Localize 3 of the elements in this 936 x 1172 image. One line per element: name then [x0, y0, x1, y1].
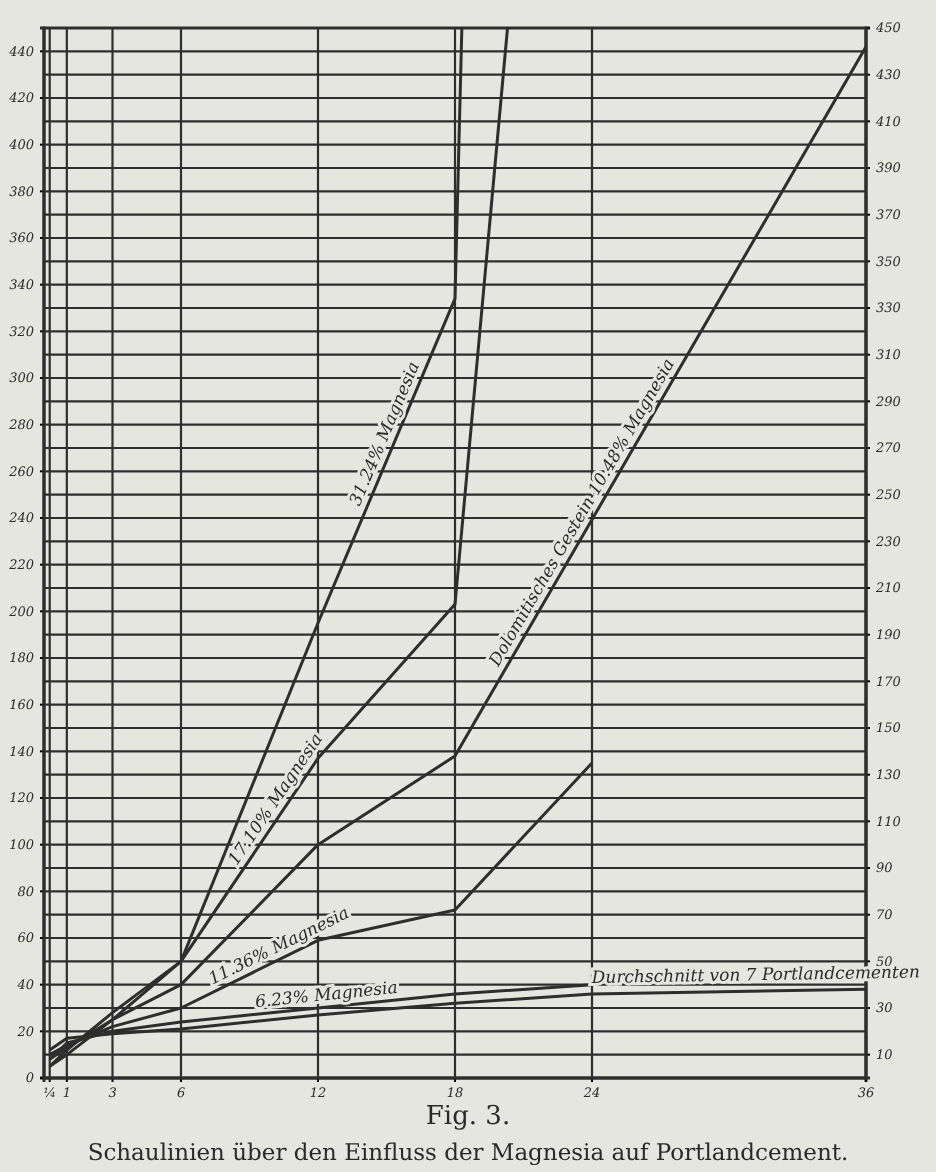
text: 6.23% Magnesia [254, 978, 399, 1014]
text: Schaulinien über den Einfluss der Magnesia auf Portlandcement. [87, 1138, 849, 1166]
text: Fig. 3. [425, 1102, 511, 1132]
